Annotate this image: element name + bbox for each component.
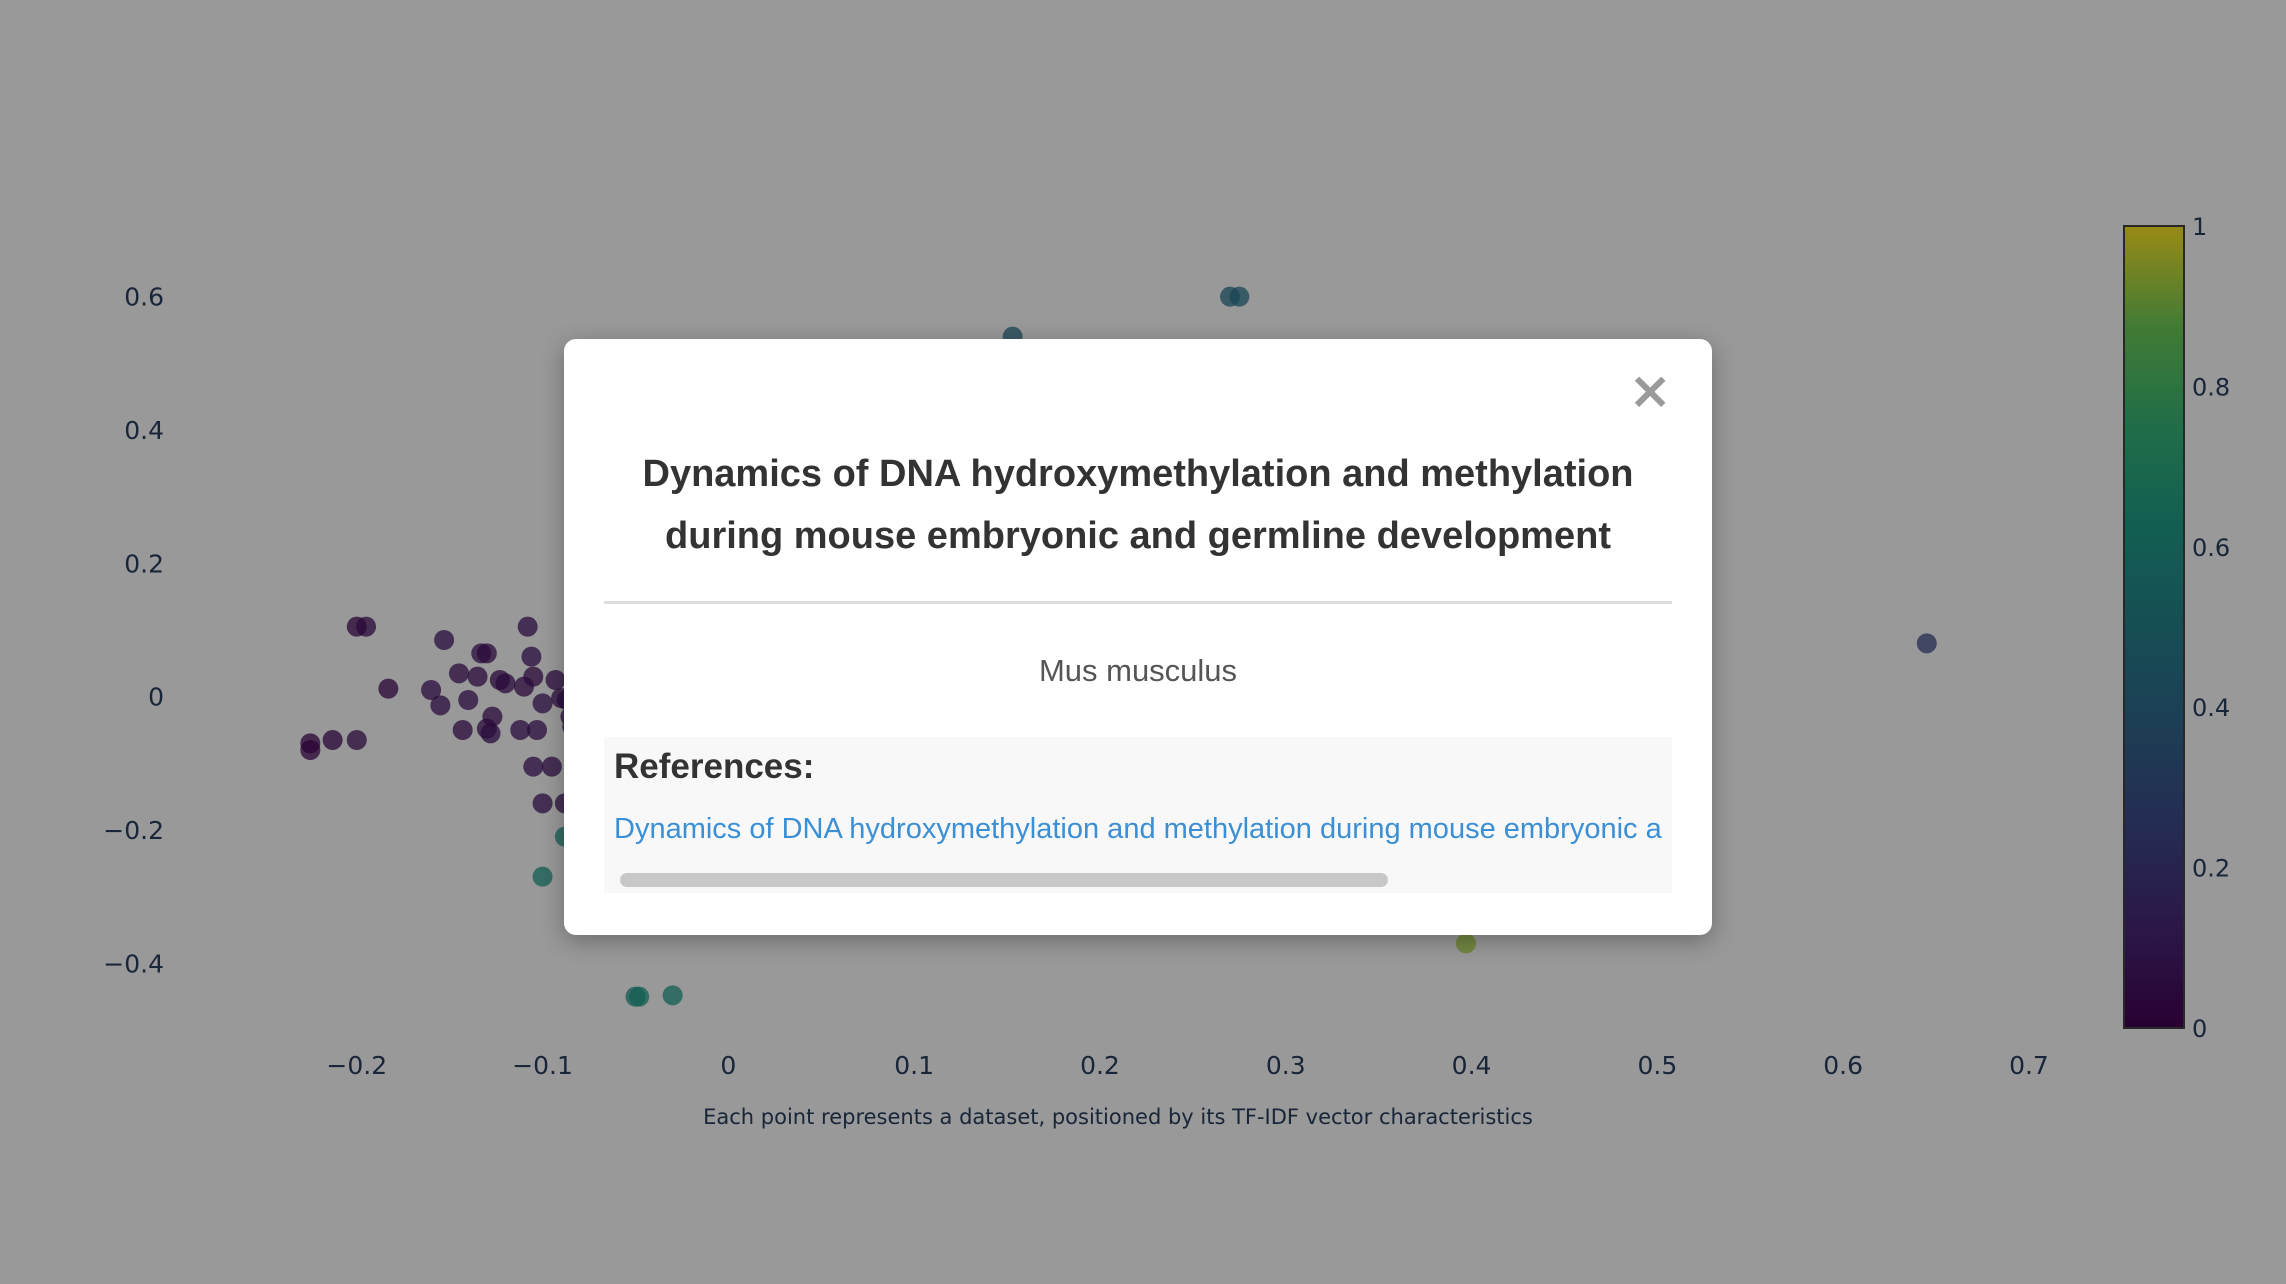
data-point[interactable]: [532, 866, 553, 887]
y-tick-label: −0.2: [103, 816, 164, 845]
data-point[interactable]: [1455, 933, 1476, 954]
colorbar-tick-label: 1: [2192, 213, 2207, 241]
data-point[interactable]: [629, 986, 650, 1007]
references-panel: References: Dynamics of DNA hydroxymethy…: [604, 737, 1672, 893]
y-tick-label: 0.4: [124, 416, 164, 445]
data-point[interactable]: [346, 730, 367, 750]
x-tick-label: 0.3: [1266, 1051, 1306, 1080]
x-tick-label: 0.6: [1823, 1051, 1863, 1080]
data-point[interactable]: [1916, 633, 1937, 654]
x-tick-label: 0.4: [1452, 1051, 1492, 1080]
y-tick-label: 0.6: [124, 283, 164, 312]
modal-title: Dynamics of DNA hydroxymethylation and m…: [642, 453, 1634, 557]
data-point[interactable]: [526, 720, 547, 740]
x-tick-label: 0.7: [2009, 1051, 2049, 1080]
x-tick-label: −0.2: [326, 1051, 387, 1080]
x-tick-label: 0.1: [894, 1051, 934, 1080]
data-point[interactable]: [356, 616, 377, 637]
close-icon[interactable]: ×: [1628, 361, 1672, 421]
x-tick-label: 0.5: [1637, 1051, 1677, 1080]
data-point[interactable]: [523, 756, 544, 777]
data-point[interactable]: [521, 646, 542, 667]
data-point[interactable]: [510, 720, 531, 740]
data-point[interactable]: [517, 616, 538, 637]
data-point[interactable]: [495, 673, 516, 694]
x-axis-ticks: −0.2 −0.1 0 0.1 0.2 0.3 0.4 0.5 0.6 0.7: [326, 1051, 2048, 1080]
x-tick-label: −0.1: [512, 1051, 573, 1080]
data-point[interactable]: [662, 985, 683, 1006]
x-tick-label: 0.2: [1080, 1051, 1120, 1080]
data-point[interactable]: [532, 793, 553, 814]
y-tick-label: 0: [148, 683, 164, 712]
data-point[interactable]: [322, 730, 343, 750]
x-tick-label: 0: [720, 1051, 736, 1080]
data-point[interactable]: [378, 678, 399, 699]
colorbar-tick-label: 0.8: [2192, 373, 2230, 401]
data-point[interactable]: [482, 706, 503, 727]
data-point[interactable]: [523, 666, 544, 687]
data-point[interactable]: [458, 690, 479, 710]
colorbar-tick-label: 0.4: [2192, 694, 2230, 722]
y-tick-label: −0.4: [103, 949, 164, 978]
colorbar: [2123, 225, 2185, 1029]
title-divider: [604, 601, 1672, 604]
data-point[interactable]: [434, 630, 455, 650]
data-point[interactable]: [532, 693, 553, 714]
data-point[interactable]: [545, 670, 566, 690]
colorbar-tick-label: 0: [2192, 1015, 2207, 1043]
dataset-detail-modal: × Dynamics of DNA hydroxymethylation and…: [564, 339, 1712, 935]
colorbar-ticks: 0 0.2 0.4 0.6 0.8 1: [2192, 213, 2230, 1043]
y-tick-label: 0.2: [124, 549, 164, 578]
data-point[interactable]: [1229, 286, 1250, 307]
chart-caption: Each point represents a dataset, positio…: [703, 1105, 1533, 1129]
data-point[interactable]: [421, 680, 442, 700]
data-point[interactable]: [430, 695, 451, 716]
references-heading: References:: [614, 747, 815, 786]
data-point[interactable]: [480, 723, 501, 744]
data-point[interactable]: [452, 720, 473, 740]
data-point[interactable]: [541, 756, 562, 777]
horizontal-scrollbar[interactable]: [614, 873, 1662, 887]
organism-label: Mus musculus: [1038, 653, 1238, 688]
colorbar-tick-label: 0.2: [2192, 855, 2230, 883]
data-point[interactable]: [467, 666, 488, 687]
scrollbar-thumb[interactable]: [620, 873, 1388, 887]
data-point[interactable]: [448, 663, 469, 684]
data-point[interactable]: [476, 643, 497, 664]
reference-link[interactable]: Dynamics of DNA hydroxymethylation and m…: [614, 813, 1662, 845]
colorbar-tick-label: 0.6: [2192, 534, 2230, 562]
y-axis-ticks: 0.6 0.4 0.2 0 −0.2 −0.4: [103, 283, 164, 979]
data-point[interactable]: [300, 733, 321, 754]
